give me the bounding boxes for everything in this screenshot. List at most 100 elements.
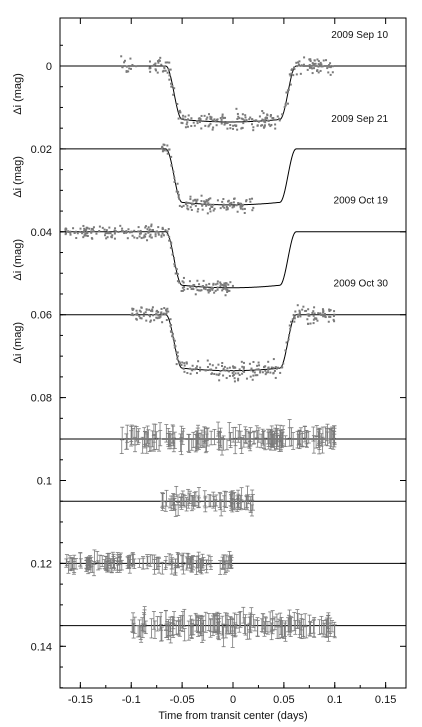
data-point [127, 65, 130, 68]
data-point [298, 310, 301, 313]
data-point [159, 56, 162, 59]
data-point [195, 286, 198, 289]
data-point [138, 235, 141, 238]
data-point [92, 226, 95, 229]
data-point [252, 360, 255, 363]
data-point [251, 197, 254, 200]
data-point [136, 237, 139, 240]
photometry-points [64, 55, 337, 648]
data-point [164, 61, 167, 64]
data-point [206, 212, 209, 215]
data-point [245, 200, 248, 203]
data-point [312, 322, 315, 325]
data-point [186, 125, 189, 128]
data-point [189, 367, 192, 370]
data-point [209, 203, 212, 206]
y-tick-label: 0 [46, 61, 52, 73]
data-point [320, 65, 323, 68]
data-point [216, 282, 219, 285]
data-point [189, 206, 192, 209]
data-point [271, 117, 274, 120]
data-point [161, 232, 164, 235]
data-point [207, 198, 210, 201]
data-point [181, 122, 184, 125]
data-point [192, 203, 195, 206]
data-point [173, 339, 176, 342]
data-point [178, 111, 181, 114]
data-point [262, 126, 265, 129]
data-point [214, 120, 217, 123]
data-point [225, 205, 228, 208]
data-point [329, 315, 332, 318]
data-point [299, 72, 302, 75]
data-point [316, 58, 319, 61]
data-point [104, 232, 107, 235]
data-point [158, 316, 161, 319]
data-point [287, 338, 290, 341]
data-point [203, 200, 206, 203]
data-point [209, 122, 212, 125]
y-axis-title-0: Δi (mag) [12, 73, 24, 115]
data-point [313, 67, 316, 70]
data-point [211, 119, 214, 122]
data-point [181, 286, 184, 289]
data-point [333, 313, 336, 316]
data-point [85, 226, 88, 229]
data-point [163, 149, 166, 152]
data-point [235, 125, 238, 128]
data-point [185, 201, 188, 204]
data-point [150, 236, 153, 239]
data-point [106, 232, 109, 235]
y-tick-label: 0.02 [31, 144, 52, 156]
data-point [173, 257, 176, 260]
data-point [197, 289, 200, 292]
data-point [157, 226, 160, 229]
x-tick-label: 0.15 [375, 694, 396, 706]
data-point [173, 87, 176, 90]
data-point [138, 315, 141, 318]
data-point [207, 125, 210, 128]
data-point [157, 311, 160, 314]
data-point [191, 369, 194, 372]
data-point [154, 68, 157, 71]
data-point [252, 206, 255, 209]
data-point [283, 106, 286, 109]
data-point [320, 63, 323, 66]
data-point [125, 231, 128, 234]
data-point [227, 283, 230, 286]
y-axis-title-1: Δi (mag) [12, 156, 24, 198]
residual-baselines [60, 438, 406, 627]
data-point [131, 308, 134, 311]
data-point [274, 376, 277, 379]
data-point [108, 231, 111, 234]
data-point [298, 60, 301, 63]
data-point [327, 64, 330, 67]
data-point [241, 365, 244, 368]
data-point [149, 309, 152, 312]
data-point [113, 237, 116, 240]
data-point [200, 200, 203, 203]
data-point [316, 319, 319, 322]
data-point [228, 375, 231, 377]
data-point [261, 371, 264, 374]
data-point [204, 200, 207, 203]
data-point [313, 306, 316, 309]
data-point [171, 84, 174, 87]
data-point [243, 370, 246, 373]
data-point [265, 371, 268, 374]
data-point [168, 236, 171, 239]
data-point [245, 377, 248, 380]
data-point [242, 361, 245, 364]
data-point [292, 74, 295, 77]
data-point [119, 224, 122, 227]
data-point [166, 71, 169, 74]
data-point [193, 199, 196, 202]
data-point [227, 199, 230, 202]
data-point [261, 124, 264, 127]
data-point [226, 291, 229, 293]
data-point [288, 334, 291, 337]
data-point [233, 197, 236, 200]
data-point [226, 208, 229, 211]
data-point [168, 78, 171, 81]
data-point [200, 289, 203, 292]
